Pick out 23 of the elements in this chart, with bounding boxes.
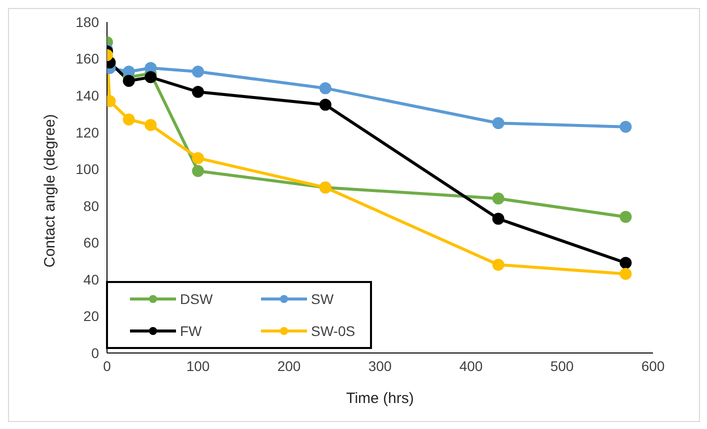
y-tick-label: 180 (76, 14, 100, 30)
y-axis-title: Contact angle (degree) (41, 114, 58, 268)
x-tick-label: 400 (459, 358, 483, 374)
y-tick-label: 40 (83, 271, 100, 288)
y-tick-label: 80 (83, 198, 100, 214)
x-tick-label: 200 (277, 358, 301, 374)
y-tick-label: 20 (83, 308, 100, 324)
y-tick-label: 0 (91, 344, 100, 361)
x-tick-label: 100 (186, 358, 210, 374)
x-tick-label: 500 (550, 358, 574, 374)
legend-label: DSW (180, 291, 213, 307)
y-tick-label: 120 (76, 124, 100, 140)
x-tick-label: 600 (641, 358, 665, 374)
x-axis-title: Time (hrs) (346, 390, 414, 407)
x-tick-label: 300 (368, 358, 392, 374)
y-tick-label: 140 (76, 88, 100, 104)
x-tick-label: 0 (103, 358, 112, 374)
legend-label: SW-0S (311, 323, 356, 339)
legend-label: SW (311, 291, 334, 307)
y-tick-label: 60 (83, 234, 100, 251)
y-tick-label: 100 (76, 161, 100, 178)
legend-label: FW (180, 323, 202, 339)
y-tick-label: 160 (76, 50, 100, 67)
